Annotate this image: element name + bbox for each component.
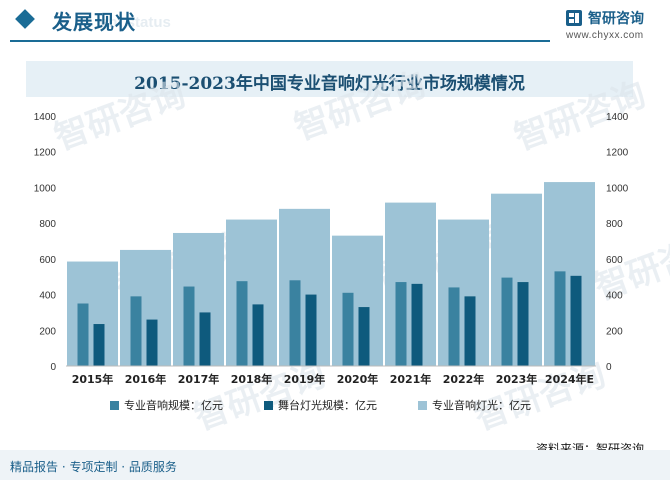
header-subtitle: ent status bbox=[100, 14, 171, 31]
y-tick-label-right: 1400 bbox=[606, 112, 629, 123]
bar-stage-lighting bbox=[252, 304, 264, 366]
y-tick-label-left: 0 bbox=[50, 362, 56, 373]
watermark-text: 智研咨询 bbox=[509, 74, 650, 158]
x-tick-label: 2017年 bbox=[178, 372, 220, 386]
bar-total bbox=[67, 261, 118, 366]
bar-professional-audio bbox=[501, 277, 513, 366]
chart-title-band: 2015-2023年中国专业音响灯光行业市场规模情况 bbox=[26, 61, 633, 97]
bar-total bbox=[544, 182, 595, 366]
logo-url: www.chyxx.com bbox=[566, 30, 644, 41]
legend-label: 专业音响灯光：亿元 bbox=[432, 398, 531, 412]
bar-stage-lighting bbox=[464, 296, 476, 366]
x-tick-label: 2020年 bbox=[337, 372, 379, 386]
bar-professional-audio bbox=[554, 271, 566, 366]
x-tick-label: 2016年 bbox=[125, 372, 167, 386]
bar-professional-audio bbox=[77, 303, 89, 366]
bar-stage-lighting bbox=[93, 324, 105, 366]
watermark-text: 智研咨询 bbox=[189, 354, 330, 438]
legend-label: 舞台灯光规模：亿元 bbox=[278, 398, 377, 412]
x-tick-label: 2019年 bbox=[284, 372, 326, 386]
bar-professional-audio bbox=[395, 282, 407, 366]
bar-professional-audio bbox=[289, 280, 301, 366]
bar-professional-audio bbox=[183, 286, 195, 366]
footer-text: 精品报告 · 专项定制 · 品质服务 bbox=[10, 460, 177, 474]
bar-total bbox=[173, 232, 224, 366]
bar-chart: 智研咨询智研咨询智研咨询智研咨询智研咨询智研咨询智研咨询智研咨询00200200… bbox=[34, 64, 670, 438]
chart-title: 2015-2023年中国专业音响灯光行业市场规模情况 bbox=[134, 74, 525, 94]
legend-label: 专业音响规模：亿元 bbox=[124, 398, 223, 412]
y-tick-label-right: 1200 bbox=[606, 148, 629, 159]
y-tick-label-left: 1000 bbox=[34, 183, 57, 194]
logo-name: 智研咨询 bbox=[588, 11, 644, 27]
bar-stage-lighting bbox=[411, 283, 423, 366]
bar-total bbox=[438, 219, 489, 366]
y-tick-label-right: 600 bbox=[606, 255, 623, 266]
legend-swatch bbox=[264, 401, 273, 410]
bar-stage-lighting bbox=[517, 282, 529, 366]
x-tick-label: 2024年E bbox=[545, 372, 594, 386]
y-tick-label-right: 0 bbox=[606, 362, 612, 373]
x-tick-label: 2018年 bbox=[231, 372, 273, 386]
x-tick-label: 2023年 bbox=[496, 372, 538, 386]
bar-total bbox=[120, 249, 171, 366]
y-tick-label-left: 200 bbox=[39, 326, 56, 337]
y-tick-label-right: 1000 bbox=[606, 183, 629, 194]
header-divider bbox=[10, 40, 550, 42]
bar-total bbox=[226, 219, 277, 366]
bar-professional-audio bbox=[130, 296, 142, 366]
watermark-text: 智研咨询 bbox=[469, 354, 610, 438]
header-title: 发展现状 bbox=[52, 10, 136, 34]
bar-stage-lighting bbox=[358, 307, 370, 366]
y-tick-label-left: 1400 bbox=[34, 112, 57, 123]
y-tick-label-right: 400 bbox=[606, 291, 623, 302]
watermark-text: 智研咨询 bbox=[289, 64, 430, 148]
bar-total bbox=[332, 235, 383, 366]
bar-total bbox=[279, 208, 330, 366]
bar-professional-audio bbox=[342, 292, 354, 366]
bar-stage-lighting bbox=[570, 275, 582, 366]
x-tick-label: 2022年 bbox=[443, 372, 485, 386]
y-tick-label-left: 400 bbox=[39, 291, 56, 302]
x-tick-label: 2015年 bbox=[72, 372, 114, 386]
y-tick-label-left: 800 bbox=[39, 219, 56, 230]
x-tick-label: 2021年 bbox=[390, 372, 432, 386]
legend-swatch bbox=[110, 401, 119, 410]
bar-stage-lighting bbox=[199, 312, 211, 366]
y-tick-label-left: 600 bbox=[39, 255, 56, 266]
bar-total bbox=[491, 193, 542, 366]
bar-total bbox=[385, 202, 436, 366]
y-tick-label-right: 200 bbox=[606, 326, 623, 337]
bar-professional-audio bbox=[236, 281, 248, 366]
bar-stage-lighting bbox=[146, 319, 158, 366]
watermark-text: 智研咨询 bbox=[49, 74, 190, 158]
watermark-text: 智研咨询 bbox=[589, 224, 670, 308]
footer-bar: 精品报告 · 专项定制 · 品质服务 bbox=[0, 450, 670, 480]
header: ent status 发展现状 智研咨询 www.chyxx.com bbox=[0, 0, 670, 44]
y-tick-label-left: 1200 bbox=[34, 148, 57, 159]
bar-stage-lighting bbox=[305, 294, 317, 366]
legend-swatch bbox=[418, 401, 427, 410]
bar-professional-audio bbox=[448, 287, 460, 366]
y-tick-label-right: 800 bbox=[606, 219, 623, 230]
logo-icon bbox=[566, 10, 582, 26]
